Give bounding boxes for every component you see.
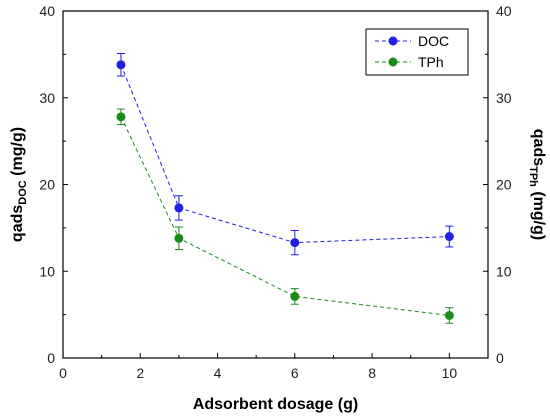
y-tick-label-left: 20 xyxy=(39,177,55,193)
y-axis-title-right: qadsTPh (mg/g) xyxy=(527,129,547,240)
y-tick-label-right: 30 xyxy=(496,90,512,106)
y-tick-label-right: 0 xyxy=(496,350,504,366)
y-tick-label-left: 10 xyxy=(39,263,55,279)
data-point-doc xyxy=(444,232,454,242)
data-point-tph xyxy=(444,310,454,320)
x-tick-label: 2 xyxy=(136,365,144,381)
y-tick-label-right: 20 xyxy=(496,177,512,193)
x-axis-title: Adsorbent dosage (g) xyxy=(193,396,358,413)
legend-marker-tph xyxy=(388,57,398,67)
legend-label-doc: DOC xyxy=(418,33,449,49)
y-tick-label-left: 0 xyxy=(47,350,55,366)
series-line-doc xyxy=(120,64,450,244)
y-axis-title-left: qadsDOC (mg/g) xyxy=(9,127,29,242)
series-layer xyxy=(116,53,454,324)
x-tick-label: 10 xyxy=(442,365,458,381)
legend-box xyxy=(365,28,469,76)
y-left-sub: DOC xyxy=(17,180,29,205)
y-right-sub: TPh xyxy=(527,166,539,187)
x-tick-label: 4 xyxy=(214,365,222,381)
y-tick-label-right: 10 xyxy=(496,263,512,279)
data-point-doc xyxy=(290,238,300,248)
data-point-doc xyxy=(174,203,184,213)
y-tick-label-left: 40 xyxy=(39,3,55,19)
legend: DOC TPh xyxy=(365,28,469,76)
data-point-tph xyxy=(290,291,300,301)
x-tick-label: 6 xyxy=(291,365,299,381)
series-doc xyxy=(116,53,454,256)
y-tick-label-right: 40 xyxy=(496,3,512,19)
y-left-main: qads xyxy=(9,205,26,242)
legend-marker-doc xyxy=(388,36,398,46)
y-tick-label-left: 30 xyxy=(39,90,55,106)
x-tick-label: 0 xyxy=(59,365,67,381)
y-left-unit: (mg/g) xyxy=(9,127,26,180)
series-tph xyxy=(116,108,454,324)
legend-label-tph: TPh xyxy=(418,54,444,70)
y-right-unit: (mg/g) xyxy=(530,187,547,240)
series-line-tph xyxy=(120,116,450,316)
y-right-main: qads xyxy=(530,129,547,166)
data-point-tph xyxy=(174,233,184,243)
x-tick-label: 8 xyxy=(368,365,376,381)
data-point-doc xyxy=(116,60,126,70)
data-point-tph xyxy=(116,112,126,122)
